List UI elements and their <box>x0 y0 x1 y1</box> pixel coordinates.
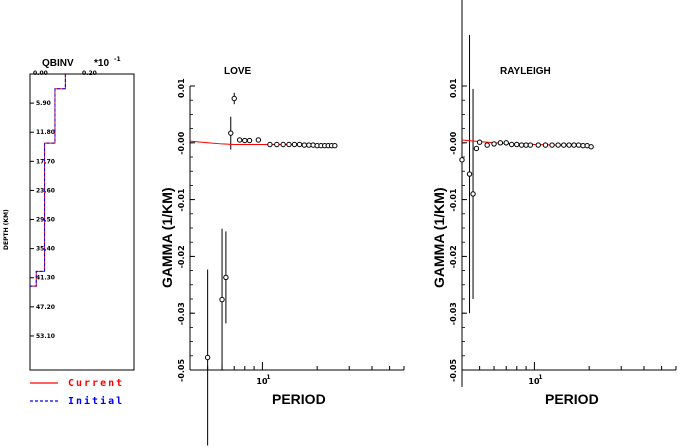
love-data-point <box>274 141 280 148</box>
love-data-point <box>255 137 262 143</box>
qbinv-series-initial <box>30 74 66 287</box>
love-ytick-label: -0.05 <box>177 359 186 382</box>
love-ytick-label: 0.01 <box>177 78 186 98</box>
love-data-point <box>301 142 308 148</box>
qbinv-ytick-label: 41.30 <box>36 275 55 282</box>
rayleigh-data-point <box>459 157 465 163</box>
love-data-point <box>223 274 229 281</box>
rayleigh-axes: 0.01 -0.00 -0.01 -0.02 -0.03 -0.05 101 <box>449 78 677 386</box>
qbinv-scale-exp: -1 <box>114 56 121 63</box>
rayleigh-data-point <box>561 142 567 148</box>
qbinv-ytick-label: 23.60 <box>36 187 55 194</box>
qbinv-yticks: 5.90 11.80 17.70 23.60 29.50 35.40 41.30 47.20 5… <box>30 100 55 340</box>
qbinv-frame <box>29 73 135 371</box>
love-marks <box>189 92 338 446</box>
love-data-point <box>291 141 298 148</box>
love-data-point <box>267 141 273 148</box>
rayleigh-ylabel: GAMMA (1/KM) <box>431 187 447 288</box>
love-ytick-label: -0.00 <box>177 131 186 154</box>
rayleigh-data-point <box>542 142 549 148</box>
qbinv-panel: QBINV *10 -1 0.00 0.20 DEPTH (KM) 5.90 11… <box>3 56 135 371</box>
legend-initial-label: Initial <box>68 395 124 407</box>
rayleigh-data-point <box>514 141 520 148</box>
rayleigh-ytick-label: -0.05 <box>449 359 458 382</box>
rayleigh-data-point <box>484 142 490 148</box>
rayleigh-data-point <box>503 140 509 146</box>
rayleigh-ytick-label: -0.00 <box>449 131 458 154</box>
rayleigh-data-point <box>566 142 572 148</box>
qbinv-series <box>30 74 66 287</box>
legend: Current Initial <box>30 378 124 407</box>
love-data-point <box>204 354 211 361</box>
qbinv-xtick-0: 0.00 <box>33 70 48 77</box>
rayleigh-data-point <box>473 145 480 152</box>
rayleigh-ytick-label: -0.01 <box>449 188 458 211</box>
love-xlabel: PERIOD <box>272 391 326 407</box>
rayleigh-data-point <box>518 142 525 148</box>
rayleigh-data-point <box>588 144 594 150</box>
rayleigh-data-point <box>555 142 561 148</box>
love-data-point <box>242 137 248 144</box>
rayleigh-data-point <box>497 140 504 146</box>
rayleigh-data-point <box>491 141 497 147</box>
love-ytick-label: -0.02 <box>177 245 186 268</box>
qbinv-ytick-label: 29.50 <box>36 217 55 224</box>
rayleigh-panel: 0.01 -0.00 -0.01 -0.02 -0.03 -0.05 101 RAYLEIG… <box>431 0 677 407</box>
rayleigh-data-point <box>476 139 483 145</box>
love-data-point <box>246 137 253 144</box>
rayleigh-data-point <box>575 142 582 148</box>
rayleigh-data-point <box>571 142 577 148</box>
qbinv-ytick-label: 35.40 <box>36 246 55 253</box>
rayleigh-xtick-label: 10 <box>528 377 540 386</box>
love-data-point <box>219 296 225 303</box>
rayleigh-ytick-label: 0.01 <box>449 78 458 98</box>
legend-current-label: Current <box>68 378 124 389</box>
rayleigh-data-point <box>549 142 555 148</box>
love-data-point <box>236 137 243 143</box>
rayleigh-xtick-exp: 1 <box>538 374 542 381</box>
love-data-point <box>296 141 303 148</box>
qbinv-ytick-label: 11.80 <box>36 129 55 136</box>
qbinv-title: QBINV <box>42 58 74 69</box>
rayleigh-title: RAYLEIGH <box>500 66 551 77</box>
qbinv-ytick-label: 5.90 <box>36 100 51 107</box>
love-data-point <box>231 95 237 102</box>
love-data-point <box>228 130 234 136</box>
rayleigh-xlabel: PERIOD <box>545 391 599 407</box>
love-ytick-label: -0.01 <box>177 188 186 211</box>
love-data-point <box>280 141 286 148</box>
rayleigh-ytick-label: -0.03 <box>449 302 458 325</box>
love-data-point <box>286 141 292 148</box>
love-axes: 0.01 -0.00 -0.01 -0.02 -0.03 -0.05 101 <box>177 78 405 386</box>
qbinv-xtick-1: 0.20 <box>82 70 97 77</box>
rayleigh-data-point <box>523 142 529 148</box>
love-title: LOVE <box>224 66 252 77</box>
love-ylabel: GAMMA (1/KM) <box>159 187 175 288</box>
rayleigh-data-point <box>535 142 541 148</box>
qbinv-ylabel: DEPTH (KM) <box>3 209 10 250</box>
love-data-point <box>306 142 312 148</box>
qbinv-ytick-label: 17.70 <box>36 158 55 165</box>
rayleigh-ytick-label: -0.02 <box>449 245 458 268</box>
love-xtick-exp: 1 <box>266 374 270 381</box>
rayleigh-data-point <box>466 171 473 177</box>
love-xtick-label: 10 <box>256 377 268 386</box>
qbinv-scale-label: *10 <box>94 58 109 69</box>
rayleigh-data-point <box>470 191 476 197</box>
love-panel: 0.01 -0.00 -0.01 -0.02 -0.03 -0.05 101 LOVE PE… <box>159 66 405 446</box>
rayleigh-data-point <box>527 142 534 148</box>
love-data-point <box>332 142 338 149</box>
qbinv-ytick-label: 53.10 <box>36 333 55 340</box>
love-ytick-label: -0.03 <box>177 302 186 325</box>
rayleigh-marks <box>459 0 594 388</box>
rayleigh-data-point <box>508 141 515 148</box>
qbinv-ytick-label: 47.20 <box>36 304 55 311</box>
